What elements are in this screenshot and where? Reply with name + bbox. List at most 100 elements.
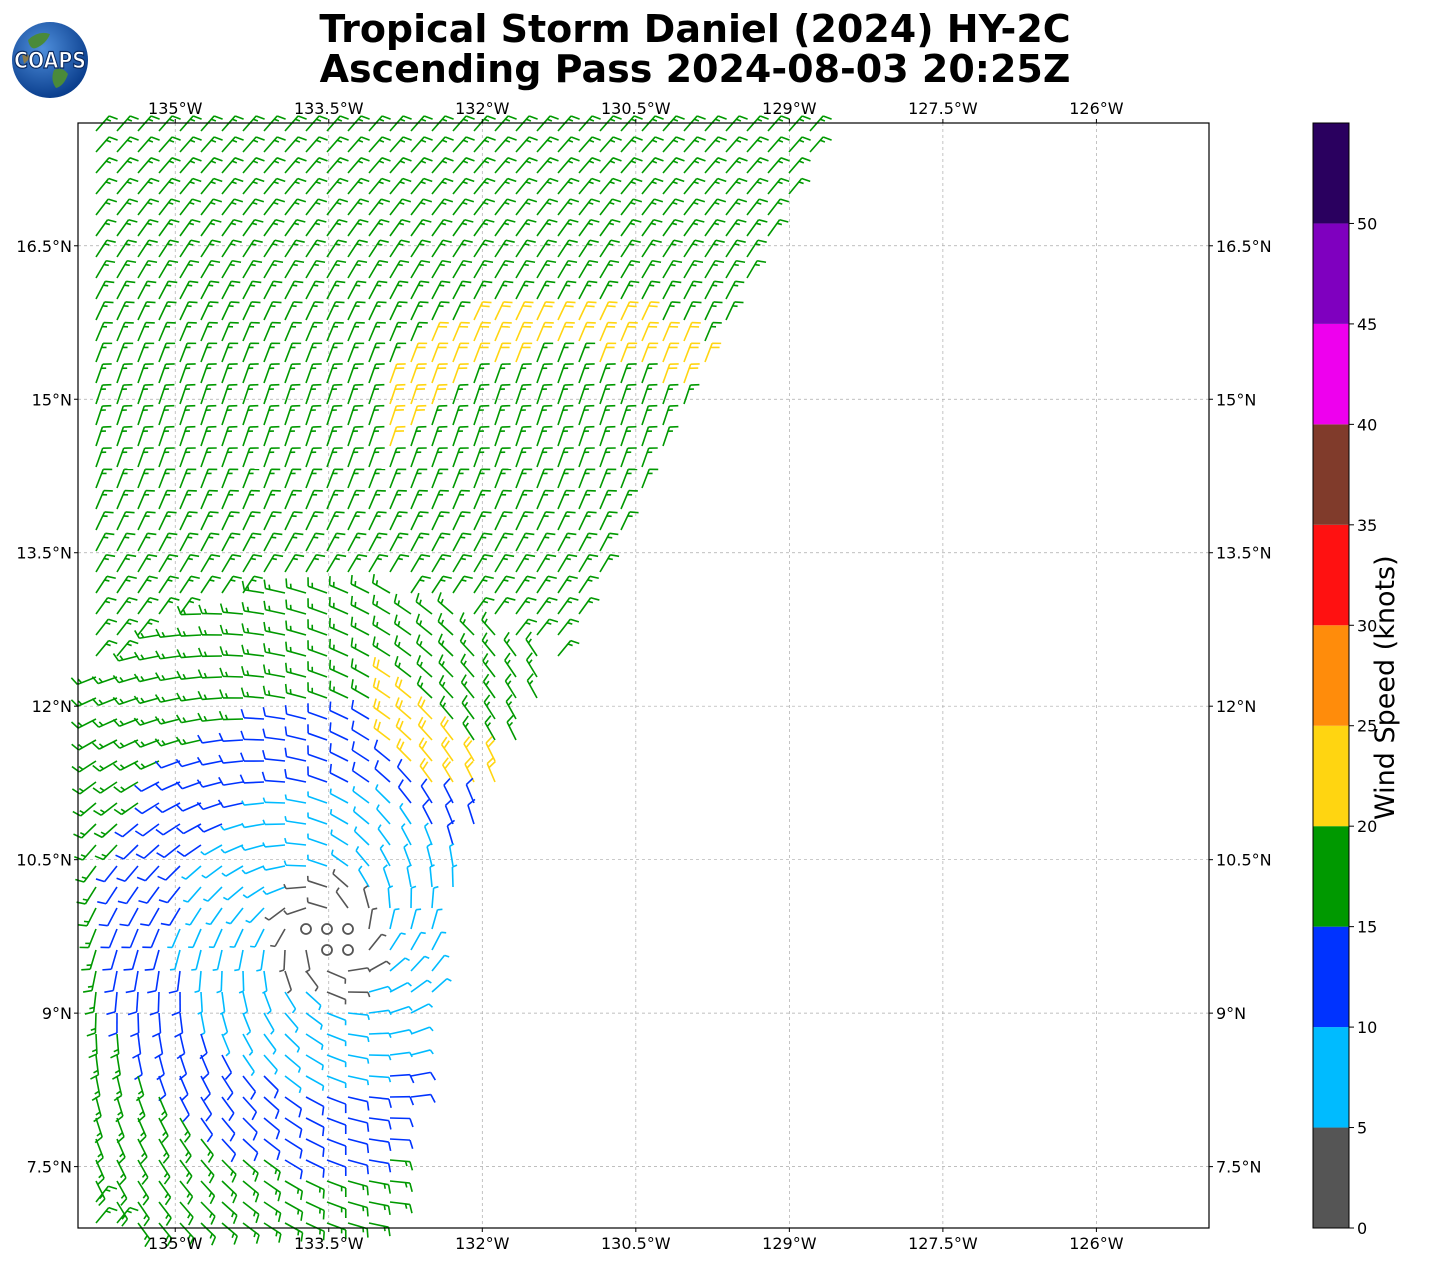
wind-barb — [329, 809, 349, 825]
logo-text: COAPS — [14, 49, 86, 74]
wind-barb — [515, 404, 532, 426]
wind-barb — [179, 218, 201, 237]
wind-barb — [452, 575, 473, 594]
wind-barb — [263, 1201, 282, 1223]
wind-barb — [452, 489, 470, 510]
wind-barb — [137, 136, 160, 153]
wind-barb — [263, 363, 280, 384]
wind-barb — [429, 864, 435, 888]
colorbar-label: Wind Speed (knots) — [1370, 555, 1401, 820]
wind-barb — [446, 819, 456, 846]
wind-barb — [263, 1138, 281, 1161]
wind-barb — [305, 198, 328, 216]
wind-barb — [494, 301, 513, 321]
wind-barb — [410, 1026, 434, 1035]
wind-barb — [362, 885, 370, 909]
wind-barb — [263, 259, 284, 279]
wind-barb — [473, 468, 491, 489]
wind-barb — [536, 468, 554, 489]
wind-barb — [599, 447, 616, 468]
wind-barb — [353, 826, 370, 846]
wind-barb — [263, 1180, 282, 1202]
wind-barb — [389, 1051, 413, 1058]
wind-barb — [328, 576, 349, 594]
wind-barb — [155, 802, 181, 814]
wind-barb — [347, 321, 365, 342]
wind-barb — [599, 363, 616, 384]
wind-barb — [241, 665, 265, 678]
wind-barb — [578, 447, 595, 468]
wind-barb — [557, 447, 574, 468]
wind-barb — [641, 468, 659, 489]
wind-barb — [481, 611, 496, 636]
wind-barb — [350, 699, 370, 720]
wind-barb — [116, 511, 135, 531]
wind-barb — [330, 849, 349, 867]
wind-barb — [176, 844, 202, 857]
wind-barb — [175, 758, 202, 768]
wind-barb — [397, 779, 412, 804]
wind-barb — [200, 1075, 211, 1101]
wind-barb — [599, 342, 617, 363]
wind-barb — [389, 363, 406, 384]
wind-barb — [389, 957, 410, 972]
wind-barb — [116, 383, 133, 405]
wind-barb — [179, 511, 198, 531]
colorbar-bin — [1313, 524, 1349, 626]
wind-barb — [599, 554, 620, 573]
wind-barb — [95, 136, 118, 153]
wind-barb — [321, 944, 333, 956]
wind-barb — [198, 604, 223, 615]
wind-barb — [283, 883, 307, 890]
wind-barb — [216, 970, 223, 994]
wind-barb — [112, 696, 139, 706]
wind-barb — [158, 363, 175, 384]
wind-barb — [242, 886, 265, 899]
wind-barb — [263, 342, 281, 363]
wind-barb — [200, 511, 219, 531]
wind-barb — [347, 342, 365, 363]
wind-barb — [368, 1096, 392, 1108]
wind-barb — [347, 1180, 369, 1196]
wind-barb — [410, 447, 427, 468]
wind-barb — [200, 136, 223, 153]
wind-barb — [599, 425, 616, 447]
wind-barb — [305, 468, 323, 489]
wind-barb — [116, 1117, 125, 1144]
wind-barb — [368, 198, 391, 216]
wind-barb — [536, 280, 556, 300]
wind-barb — [263, 239, 284, 258]
wind-barb — [203, 886, 223, 902]
wind-barb — [557, 157, 580, 174]
wind-barb — [305, 532, 325, 552]
wind-barb — [200, 575, 221, 594]
wind-barb — [221, 1117, 236, 1142]
wind-barb — [473, 342, 491, 363]
wind-barb — [389, 1005, 413, 1014]
wind-barb — [102, 949, 118, 971]
wind-barb — [137, 1180, 150, 1206]
wind-barb — [73, 823, 97, 839]
wind-barb — [473, 157, 496, 174]
wind-barb — [179, 157, 202, 174]
wind-barb — [95, 1138, 104, 1165]
wind-barb — [373, 698, 391, 720]
wind-barb — [262, 749, 286, 762]
wind-barb — [220, 823, 244, 831]
wind-barb — [137, 618, 160, 636]
wind-barb — [410, 363, 427, 384]
wind-barb — [217, 799, 244, 809]
wind-barb — [305, 1054, 324, 1071]
wind-barb — [431, 383, 448, 405]
wind-barb — [158, 447, 175, 468]
wind-barb — [515, 575, 536, 594]
wind-barb — [137, 301, 156, 321]
wind-barb — [134, 823, 160, 837]
wind-barb — [393, 593, 412, 615]
wind-barb — [410, 177, 433, 195]
wind-barb — [452, 342, 470, 363]
wind-barb — [241, 644, 265, 657]
wind-barb — [536, 136, 559, 153]
wind-barb — [347, 1012, 370, 1021]
wind-barb — [431, 280, 451, 300]
